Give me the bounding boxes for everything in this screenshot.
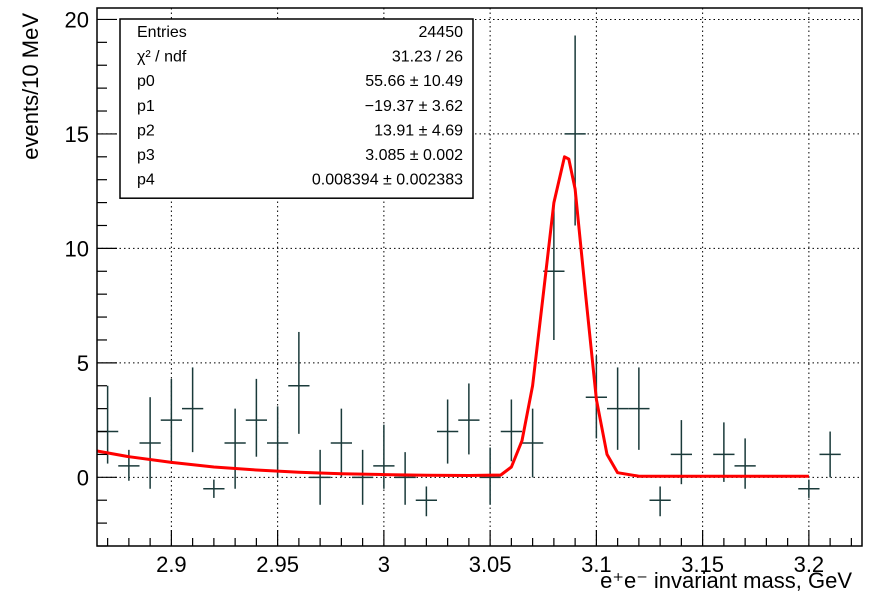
data-point (670, 420, 692, 485)
stats-value: 24450 (419, 24, 464, 41)
data-point (160, 378, 182, 464)
data-point (267, 406, 289, 478)
fit-layer (96, 155, 809, 478)
data-point (798, 479, 820, 498)
stats-label: p1 (137, 98, 155, 115)
x-axis-title: e⁺e⁻ invariant mass, GeV (600, 568, 852, 593)
x-tick-label: 3.2 (794, 552, 825, 577)
x-tick-label: 3 (378, 552, 390, 577)
x-tick-label: 3.1 (581, 552, 612, 577)
y-tick-label: 10 (65, 236, 89, 261)
y-tick-label: 20 (65, 7, 89, 32)
stats-value: 0.008394 ± 0.002383 (312, 172, 463, 189)
data-point (203, 479, 225, 498)
tick-layer: 2.9 2.95 3 3.05 3.1 3.15 3.2 0 5 10 15 20 (65, 7, 852, 577)
data-point (415, 486, 437, 517)
stats-box: Entries 24450 χ² / ndf 31.23 / 26 p0 55.66 ± … (119, 18, 474, 199)
stats-label: p3 (137, 147, 155, 164)
frame-layer (96, 7, 863, 547)
data-point (607, 367, 629, 450)
data-point (118, 449, 140, 481)
stats-label: p4 (137, 172, 155, 189)
data-point (139, 397, 161, 489)
data-point (330, 408, 352, 478)
x-tick-label: 3.15 (681, 552, 724, 577)
x-tick-label: 2.95 (256, 552, 299, 577)
data-point (628, 367, 650, 450)
data-point (245, 378, 267, 457)
y-tick-label: 5 (77, 351, 89, 376)
stats-label: p2 (137, 122, 155, 139)
y-tick-label: 0 (77, 465, 89, 490)
stats-value: −19.37 ± 3.62 (365, 98, 463, 115)
stats-label: p0 (137, 73, 155, 90)
stats-value: 3.085 ± 0.002 (365, 147, 463, 164)
data-point (373, 424, 395, 489)
data-point (500, 399, 522, 462)
data-point (713, 422, 735, 482)
data-point (734, 438, 756, 489)
data-point (352, 449, 374, 505)
x-tick-label: 3.05 (469, 552, 512, 577)
data-point (309, 449, 331, 505)
data-point (649, 486, 671, 517)
plot-frame (96, 7, 863, 547)
fit-curve (96, 155, 809, 478)
data-point (437, 399, 459, 464)
data-point (288, 331, 310, 434)
x-tick-label: 2.9 (156, 552, 187, 577)
stats-value: 13.91 ± 4.69 (374, 122, 463, 139)
stats-value: 55.66 ± 10.49 (365, 73, 463, 90)
y-axis-title: events/10 MeV (18, 13, 43, 160)
y-tick-label: 15 (65, 122, 89, 147)
stats-label: Entries (137, 24, 187, 41)
data-point (522, 408, 544, 478)
data-layer (97, 35, 841, 517)
data-point (394, 452, 416, 505)
stats-label: χ² / ndf (137, 49, 187, 66)
stats-box-frame (119, 18, 474, 199)
data-point (182, 367, 204, 453)
data-point (224, 408, 246, 489)
stats-value: 31.23 / 26 (392, 49, 463, 66)
data-point (819, 431, 841, 478)
data-point (458, 383, 480, 455)
